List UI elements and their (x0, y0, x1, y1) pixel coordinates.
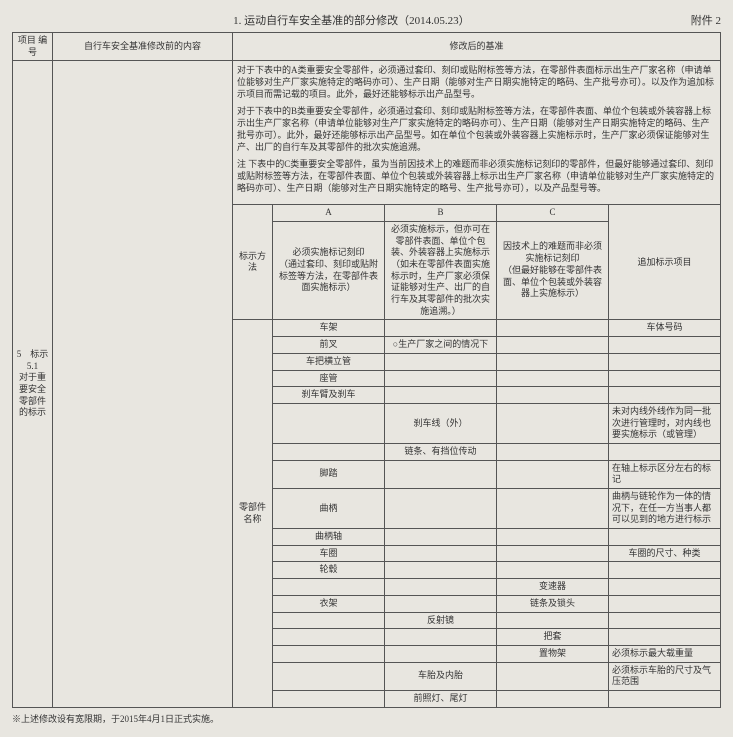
hdr-item-no: 项目 编号 (13, 33, 53, 61)
table-row (385, 645, 497, 662)
table-row (273, 579, 385, 596)
hdr-pre-content: 自行车安全基准修改前的内容 (53, 33, 233, 61)
method-label: 标示方法 (233, 205, 273, 320)
table-row (385, 579, 497, 596)
parts-label: 零部件名称 (233, 320, 273, 707)
table-row (385, 489, 497, 529)
table-row (497, 460, 609, 488)
col-b: B (385, 205, 497, 222)
table-row: 曲柄 (273, 489, 385, 529)
table-row (385, 460, 497, 488)
table-row: 车体号码 (609, 320, 721, 337)
table-row (273, 662, 385, 690)
note-p3: 注 下表中的C类重要安全零部件，虽为当前因技术上的难题而非必须实施标记刻印的零部… (237, 159, 716, 194)
table-row: ○生产厂家之间的情况下 (385, 337, 497, 354)
table-row: 链条及锁头 (497, 595, 609, 612)
item-no-cell: 5 标示 5.1 对于重要安全零部件的标示 (13, 61, 53, 707)
table-row (385, 320, 497, 337)
table-row (609, 337, 721, 354)
col-a-desc: 必须实施标记刻印 （通过套印、刻印或贴附标签等方法，在零部件表面实施标示） (273, 221, 385, 320)
table-row (273, 690, 385, 707)
table-row (273, 612, 385, 629)
col-b-desc: 必须实施标示，但亦可在零部件表面、单位个包装、外装容器上实施标示 （如未在零部件… (385, 221, 497, 320)
table-row (497, 443, 609, 460)
table-row: 置物架 (497, 645, 609, 662)
table-row: 反射镜 (385, 612, 497, 629)
notes-block: 对于下表中的A类重要安全零部件，必须通过套印、刻印或贴附标签等方法，在零部件表面… (233, 61, 721, 205)
col-a: A (273, 205, 385, 222)
table-row (609, 387, 721, 404)
table-row (497, 337, 609, 354)
table-row (609, 579, 721, 596)
note-p2: 对于下表中的B类重要安全零部件，必须通过套印、刻印或贴附标签等方法，在零部件表面… (237, 106, 716, 153)
table-row: 轮毂 (273, 562, 385, 579)
table-row: 刹车臂及刹车 (273, 387, 385, 404)
table-row (385, 562, 497, 579)
main-table: 项目 编号 自行车安全基准修改前的内容 修改后的基准 5 标示 5.1 对于重要… (12, 32, 721, 708)
table-row (609, 529, 721, 546)
table-row (497, 403, 609, 443)
table-row (273, 443, 385, 460)
table-row (497, 529, 609, 546)
table-row (609, 353, 721, 370)
table-row (385, 387, 497, 404)
table-row: 刹车线（外） (385, 403, 497, 443)
table-row (497, 353, 609, 370)
table-row: 曲柄轴 (273, 529, 385, 546)
table-row (497, 320, 609, 337)
table-row: 车圈 (273, 545, 385, 562)
table-row: 把套 (497, 629, 609, 646)
table-row: 链条、有挡位传动 (385, 443, 497, 460)
table-row (609, 612, 721, 629)
annex-label: 附件 2 (691, 12, 721, 28)
col-c: C (497, 205, 609, 222)
note-p1: 对于下表中的A类重要安全零部件，必须通过套印、刻印或贴附标签等方法，在零部件表面… (237, 65, 716, 100)
table-row (497, 387, 609, 404)
table-row: 脚踏 (273, 460, 385, 488)
table-row (273, 403, 385, 443)
table-row (497, 662, 609, 690)
table-row (609, 562, 721, 579)
table-row (609, 629, 721, 646)
col-extra: 追加标示项目 (609, 205, 721, 320)
table-row (385, 353, 497, 370)
table-row: 变速器 (497, 579, 609, 596)
table-row: 车胎及内胎 (385, 662, 497, 690)
table-row (385, 545, 497, 562)
hdr-post-standard: 修改后的基准 (233, 33, 721, 61)
table-row (497, 545, 609, 562)
table-row (273, 629, 385, 646)
table-row (273, 645, 385, 662)
table-row (609, 443, 721, 460)
doc-title: 1. 运动自行车安全基准的部分修改（2014.05.23） (12, 12, 691, 28)
table-row (385, 595, 497, 612)
table-row: 必须标示车胎的尺寸及气压范围 (609, 662, 721, 690)
table-row (609, 690, 721, 707)
table-row: 车把横立管 (273, 353, 385, 370)
table-row: 车架 (273, 320, 385, 337)
table-row (385, 629, 497, 646)
table-row (609, 370, 721, 387)
table-row (497, 690, 609, 707)
table-row (385, 370, 497, 387)
table-row: 未对内线外线作为同一批次进行管理时，对内线也要实施标示（或管理） (609, 403, 721, 443)
footer-note: ※上述修改设有宽限期，于2015年4月1日正式实施。 (12, 712, 721, 725)
table-row: 在轴上标示区分左右的标记 (609, 460, 721, 488)
table-row (497, 612, 609, 629)
table-row: 前照灯、尾灯 (385, 690, 497, 707)
table-row (497, 562, 609, 579)
pre-content-cell (53, 61, 233, 707)
table-row: 前叉 (273, 337, 385, 354)
table-row: 衣架 (273, 595, 385, 612)
table-row (609, 595, 721, 612)
table-row (385, 529, 497, 546)
table-row: 必须标示最大载重量 (609, 645, 721, 662)
table-row (497, 489, 609, 529)
table-row: 座管 (273, 370, 385, 387)
col-c-desc: 因技术上的难题而非必须实施标记刻印 （但最好能够在零部件表面、单位个包装或外装容… (497, 221, 609, 320)
table-row: 曲柄与链轮作为一体的情况下，在任一方当事人都可以见到的地方进行标示 (609, 489, 721, 529)
table-row (497, 370, 609, 387)
table-row: 车圈的尺寸、种类 (609, 545, 721, 562)
